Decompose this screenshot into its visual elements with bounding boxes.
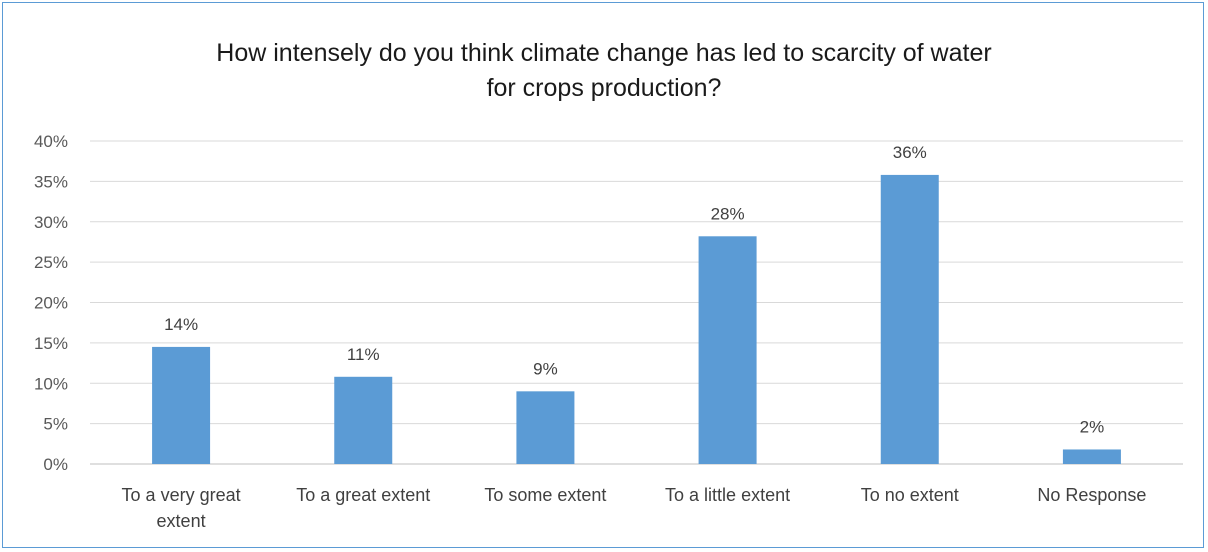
gridlines	[90, 140, 1183, 465]
y-tick-label: 35%	[34, 172, 68, 191]
y-tick-label: 0%	[43, 455, 68, 474]
y-tick-label: 25%	[34, 253, 68, 272]
chart-title-line-2: for crops production?	[486, 74, 722, 102]
data-labels: 14% 11% 9% 28% 36% 2%	[164, 143, 1104, 437]
data-label: 9%	[533, 359, 558, 378]
x-category-label: extent	[157, 511, 206, 531]
bar	[880, 174, 939, 465]
y-tick-label: 15%	[34, 334, 68, 353]
bar	[1062, 449, 1121, 464]
bars	[152, 174, 1121, 465]
chart-title-line-1: How intensely do you think climate chang…	[216, 39, 992, 67]
x-category-label: To a little extent	[665, 485, 790, 505]
y-axis-ticks: 0% 5% 10% 15% 20% 25% 30% 35% 40%	[34, 132, 68, 474]
x-category-label: To no extent	[861, 485, 959, 505]
x-category-label: To some extent	[484, 485, 606, 505]
x-category-label: To a very great	[122, 485, 241, 505]
x-category-label: To a great extent	[296, 485, 430, 505]
y-tick-label: 30%	[34, 213, 68, 232]
y-tick-label: 5%	[43, 415, 68, 434]
data-label: 14%	[164, 315, 198, 334]
bar	[152, 346, 211, 464]
y-tick-label: 20%	[34, 294, 68, 313]
y-tick-label: 40%	[34, 132, 68, 151]
data-label: 28%	[711, 204, 745, 223]
data-label: 2%	[1080, 417, 1105, 436]
bar	[334, 376, 393, 464]
data-label: 11%	[347, 345, 380, 364]
x-axis-categories: To a very great extent To a great extent To…	[122, 485, 1147, 531]
data-label: 36%	[893, 143, 927, 162]
y-tick-label: 10%	[34, 374, 68, 393]
bar	[698, 236, 757, 464]
bar	[516, 391, 575, 464]
x-category-label: No Response	[1037, 485, 1146, 505]
chart-title: How intensely do you think climate chang…	[0, 36, 1208, 106]
